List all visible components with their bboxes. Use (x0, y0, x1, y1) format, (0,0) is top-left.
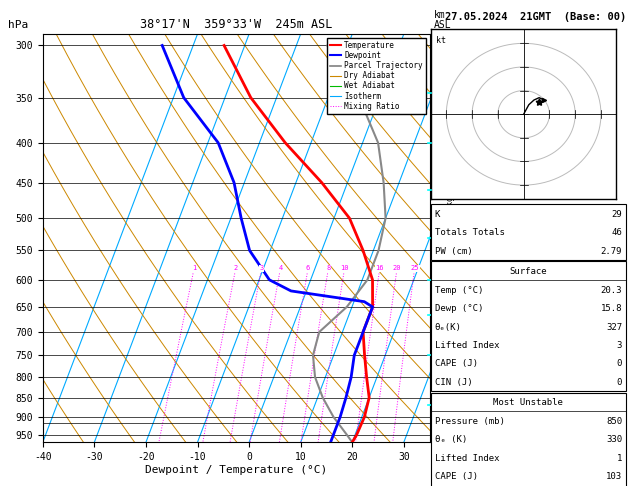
Text: 25: 25 (410, 265, 419, 271)
Text: K: K (435, 210, 440, 219)
Text: hPa: hPa (8, 20, 28, 30)
Text: Most Unstable: Most Unstable (493, 399, 564, 407)
Text: 2: 2 (233, 265, 238, 271)
Text: 8: 8 (326, 265, 330, 271)
Text: 850: 850 (606, 417, 622, 426)
Text: 3: 3 (616, 341, 622, 350)
Text: Dewp (°C): Dewp (°C) (435, 304, 483, 313)
Text: 20: 20 (393, 265, 401, 271)
Text: PW (cm): PW (cm) (435, 247, 472, 256)
Text: θₑ (K): θₑ (K) (435, 435, 467, 444)
Text: 1: 1 (192, 265, 196, 271)
Text: CAPE (J): CAPE (J) (435, 360, 477, 368)
Text: 27.05.2024  21GMT  (Base: 00): 27.05.2024 21GMT (Base: 00) (445, 12, 626, 22)
Text: 15.8: 15.8 (601, 304, 622, 313)
Text: CAPE (J): CAPE (J) (435, 472, 477, 481)
Text: 3: 3 (431, 310, 437, 320)
Text: 16: 16 (376, 265, 384, 271)
Text: kt: kt (436, 36, 446, 45)
Text: Surface: Surface (509, 267, 547, 276)
Text: 327: 327 (606, 323, 622, 331)
Text: Temp (°C): Temp (°C) (435, 286, 483, 295)
Text: 29: 29 (611, 210, 622, 219)
Text: 4: 4 (431, 275, 437, 285)
Text: CIN (J): CIN (J) (435, 378, 472, 387)
Text: 7: 7 (431, 138, 437, 148)
Text: Mixing Ratio (g/kg): Mixing Ratio (g/kg) (447, 191, 455, 286)
Title: 38°17'N  359°33'W  245m ASL: 38°17'N 359°33'W 245m ASL (140, 18, 332, 32)
Text: Lifted Index: Lifted Index (435, 341, 499, 350)
Text: 330: 330 (606, 435, 622, 444)
Legend: Temperature, Dewpoint, Parcel Trajectory, Dry Adiabat, Wet Adiabat, Isotherm, Mi: Temperature, Dewpoint, Parcel Trajectory… (326, 38, 426, 114)
Text: Pressure (mb): Pressure (mb) (435, 417, 504, 426)
Text: Totals Totals: Totals Totals (435, 228, 504, 237)
Text: km
ASL: km ASL (433, 10, 451, 30)
Text: θₑ(K): θₑ(K) (435, 323, 462, 331)
Text: 0: 0 (616, 378, 622, 387)
Text: 46: 46 (611, 228, 622, 237)
Text: LCL: LCL (431, 418, 446, 427)
Text: 8: 8 (431, 88, 437, 98)
Text: 2.79: 2.79 (601, 247, 622, 256)
Text: 10: 10 (340, 265, 349, 271)
Text: 4: 4 (278, 265, 282, 271)
Text: 5: 5 (431, 233, 437, 243)
Text: 1: 1 (616, 454, 622, 463)
Text: 1: 1 (431, 400, 437, 411)
Text: Lifted Index: Lifted Index (435, 454, 499, 463)
Text: 103: 103 (606, 472, 622, 481)
Text: © weatheronline.co.uk: © weatheronline.co.uk (521, 474, 626, 484)
Text: 6: 6 (306, 265, 310, 271)
Text: 20.3: 20.3 (601, 286, 622, 295)
Text: 3: 3 (259, 265, 264, 271)
Text: 2: 2 (431, 350, 437, 360)
Text: 0: 0 (616, 360, 622, 368)
X-axis label: Dewpoint / Temperature (°C): Dewpoint / Temperature (°C) (145, 465, 327, 475)
Text: 6: 6 (431, 185, 437, 195)
